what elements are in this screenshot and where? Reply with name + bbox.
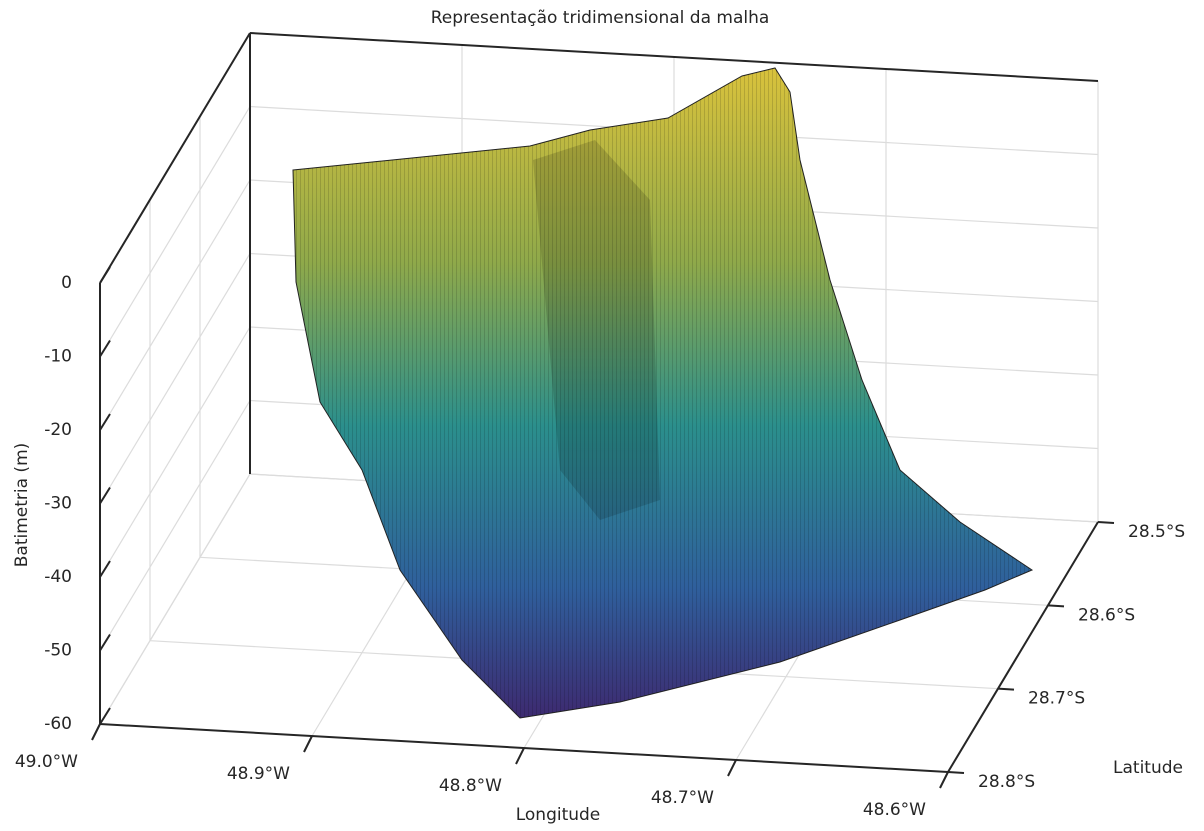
surface-texture xyxy=(293,68,1032,718)
x-tick-label: 48.9°W xyxy=(227,764,290,784)
z-tick-label: -10 xyxy=(44,347,72,367)
z-tick-label: -60 xyxy=(44,714,72,734)
y-tick xyxy=(1048,605,1064,606)
grid-line xyxy=(100,401,250,651)
y-tick-label: 28.5°S xyxy=(1128,522,1185,542)
x-tick xyxy=(728,760,736,776)
grid-line xyxy=(100,107,250,357)
z-tick xyxy=(100,267,110,283)
z-tick xyxy=(100,635,110,651)
z-tick-label: -50 xyxy=(44,641,72,661)
x-tick-label: 48.7°W xyxy=(651,788,714,808)
z-tick xyxy=(100,561,110,577)
axis-edge xyxy=(100,33,250,283)
z-tick xyxy=(100,414,110,430)
z-tick xyxy=(100,341,110,357)
grid-line xyxy=(100,254,250,504)
x-tick xyxy=(92,724,100,740)
x-axis-label: Longitude xyxy=(516,805,601,825)
grid-line xyxy=(100,327,250,577)
z-tick-label: -30 xyxy=(44,494,72,514)
y-tick xyxy=(948,772,964,773)
x-tick-label: 49.0°W xyxy=(15,752,78,772)
chart: -60 -50 -40 -30 -20 -10 0 49.0°W 48.9°W 48.8°W 48.… xyxy=(0,0,1204,827)
z-tick-label: -20 xyxy=(44,420,72,440)
x-tick xyxy=(940,772,948,788)
z-tick xyxy=(100,488,110,504)
x-tick xyxy=(516,748,524,764)
y-tick-label: 28.8°S xyxy=(978,772,1035,792)
x-tick-label: 48.8°W xyxy=(439,776,502,796)
x-tick xyxy=(304,736,312,752)
surface xyxy=(293,68,1032,718)
x-tick-label: 48.6°W xyxy=(863,800,926,820)
chart-title: Representação tridimensional da malha xyxy=(431,8,770,28)
y-tick-label: 28.7°S xyxy=(1028,689,1085,709)
z-tick-label: 0 xyxy=(61,273,72,293)
y-tick xyxy=(1098,522,1114,523)
z-tick xyxy=(100,708,110,724)
z-axis-label: Batimetria (m) xyxy=(12,443,32,568)
y-tick-label: 28.6°S xyxy=(1078,605,1135,625)
y-tick xyxy=(998,689,1014,690)
z-tick-label: -40 xyxy=(44,567,72,587)
y-axis-label: Latitude xyxy=(1113,758,1183,778)
grid-line xyxy=(100,474,250,724)
grid-line xyxy=(100,180,250,430)
